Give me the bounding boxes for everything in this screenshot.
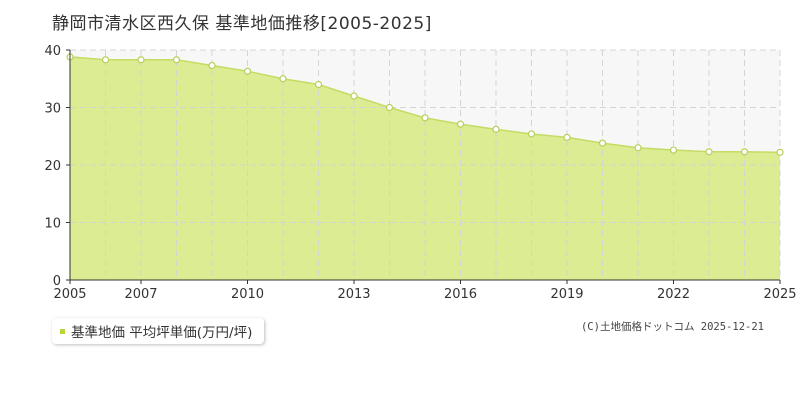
data-point <box>492 125 500 133</box>
copyright-text: (C)土地価格ドットコム 2025-12-21 <box>580 321 764 333</box>
data-point <box>137 56 145 64</box>
data-point <box>421 114 429 122</box>
x-tick-label: 2019 <box>550 287 583 302</box>
data-point <box>776 148 784 156</box>
data-point <box>314 80 323 89</box>
x-tick-label: 2005 <box>53 287 86 302</box>
data-point <box>208 61 216 70</box>
data-point <box>243 67 252 75</box>
legend-label: 基準地価 平均坪単価(万円/坪) <box>71 325 253 341</box>
y-tick-label: 30 <box>44 102 61 117</box>
legend-swatch <box>60 328 65 334</box>
data-point <box>634 144 642 152</box>
chart-title: 静岡市清水区西久保 基準地価推移[2005-2025] <box>52 14 432 34</box>
data-point <box>563 133 571 141</box>
data-point <box>172 56 181 64</box>
data-point <box>740 148 749 156</box>
data-point <box>527 130 536 138</box>
y-tick-label: 20 <box>44 159 61 174</box>
data-point <box>705 148 713 156</box>
data-point <box>101 56 110 64</box>
y-tick-label: 0 <box>53 274 61 289</box>
legend: 基準地価 平均坪単価(万円/坪) <box>52 318 265 344</box>
x-tick-label: 2007 <box>124 287 157 302</box>
data-point <box>350 92 358 100</box>
y-tick-label: 10 <box>44 217 61 232</box>
x-tick-label: 2016 <box>444 287 477 302</box>
data-point <box>598 139 607 147</box>
x-tick-label: 2025 <box>763 287 796 302</box>
data-point <box>385 103 394 112</box>
y-tick-label: 40 <box>44 44 61 59</box>
data-point <box>669 146 678 154</box>
x-tick-label: 2010 <box>231 287 264 302</box>
data-point <box>456 120 465 128</box>
x-tick-label: 2022 <box>657 287 690 302</box>
x-tick-label: 2013 <box>337 287 370 302</box>
data-point <box>279 75 287 83</box>
